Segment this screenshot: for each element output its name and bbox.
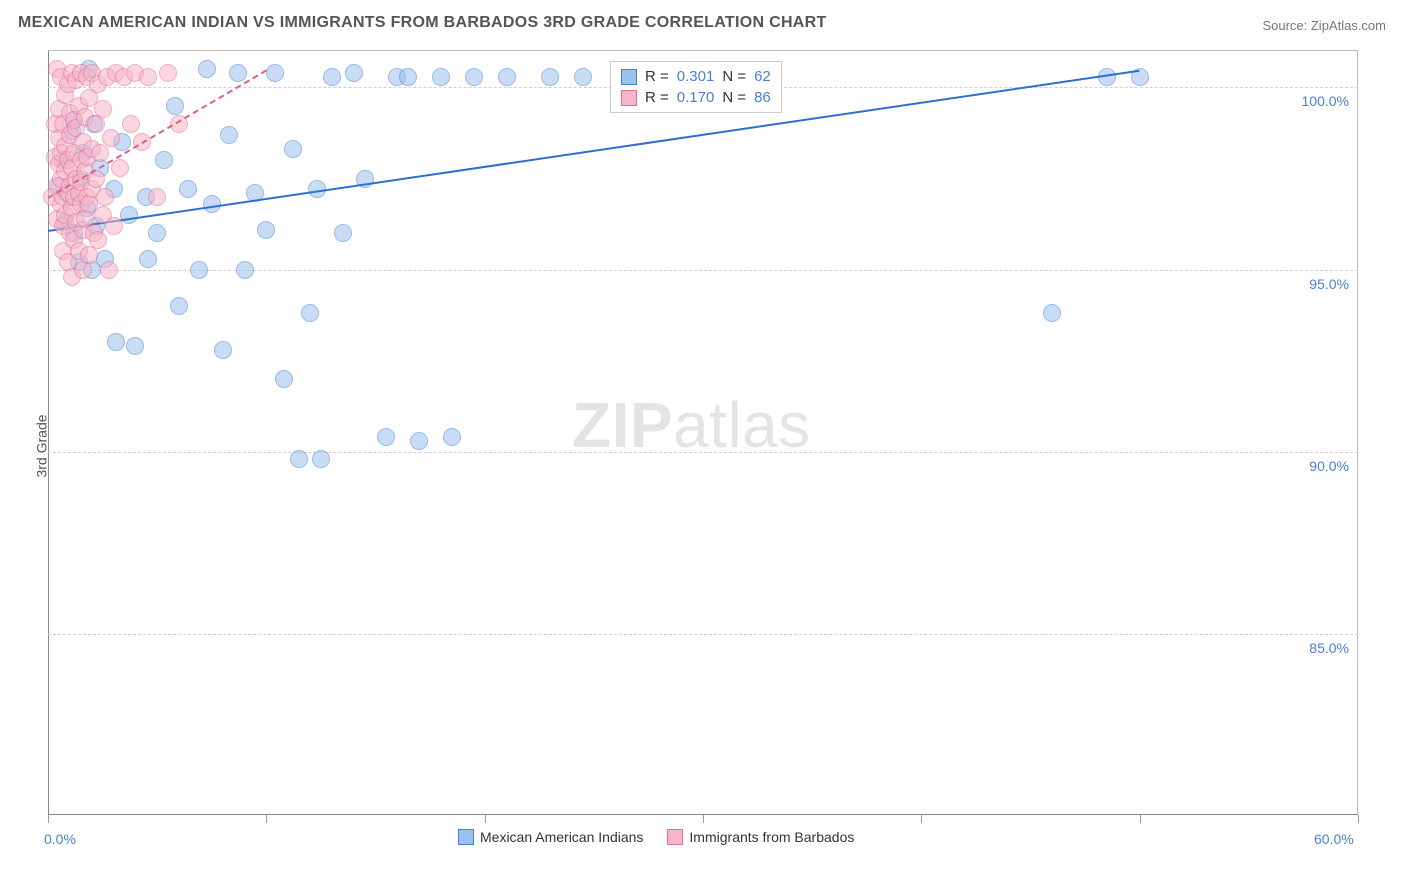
data-point [148,188,166,206]
data-point [179,180,197,198]
data-point [377,428,395,446]
data-point [465,68,483,86]
data-point [345,64,363,82]
series-swatch [621,69,637,85]
data-point [229,64,247,82]
x-tick [48,815,49,823]
data-point [290,450,308,468]
stats-row: R = 0.301 N = 62 [621,66,771,87]
stats-value: 62 [754,68,771,85]
watermark-bold: ZIP [572,389,673,461]
data-point [107,333,125,351]
series-swatch [621,90,637,106]
stats-label: N = [722,89,746,106]
data-point [170,297,188,315]
source-prefix: Source: [1262,18,1310,33]
data-point [236,261,254,279]
data-point [166,97,184,115]
data-point [443,428,461,446]
stats-label: N = [722,68,746,85]
data-point [498,68,516,86]
series-swatch [458,829,474,845]
legend-item: Immigrants from Barbados [667,829,854,845]
y-axis-line [48,51,49,816]
data-point [323,68,341,86]
x-tick [1140,815,1141,823]
source-attribution: Source: ZipAtlas.com [1262,18,1386,33]
data-point [214,341,232,359]
x-tick [266,815,267,823]
data-point [120,206,138,224]
data-point [257,221,275,239]
x-tick [921,815,922,823]
data-point [410,432,428,450]
scatter-plot: ZIPatlas 100.0% 95.0% 90.0% 85.0% R = 0.301 N … [48,50,1358,815]
stats-value: 86 [754,89,771,106]
y-tick-label: 100.0% [1302,93,1349,109]
trend-line [48,69,1140,231]
y-tick-label: 95.0% [1309,276,1349,292]
stats-legend: R = 0.301 N = 62 R = 0.170 N = 86 [610,61,782,113]
legend-item: Mexican American Indians [458,829,643,845]
data-point [266,64,284,82]
data-point [148,224,166,242]
stats-row: R = 0.170 N = 86 [621,87,771,108]
data-point [96,188,114,206]
data-point [139,68,157,86]
x-tick [1358,815,1359,823]
stats-value: 0.301 [677,68,715,85]
data-point [91,144,109,162]
data-point [94,100,112,118]
stats-label: R = [645,89,669,106]
source-link[interactable]: ZipAtlas.com [1311,18,1386,33]
x-max-label: 60.0% [1314,831,1354,847]
series-legend: Mexican American Indians Immigrants from … [458,829,854,845]
data-point [100,261,118,279]
data-point [122,115,140,133]
chart-title: MEXICAN AMERICAN INDIAN VS IMMIGRANTS FR… [18,14,827,32]
stats-value: 0.170 [677,89,715,106]
gridline [48,634,1358,635]
data-point [541,68,559,86]
data-point [111,159,129,177]
data-point [190,261,208,279]
stats-label: R = [645,68,669,85]
watermark-rest: atlas [673,389,811,461]
data-point [139,250,157,268]
data-point [1043,304,1061,322]
data-point [105,217,123,235]
gridline [48,452,1358,453]
y-tick-label: 85.0% [1309,640,1349,656]
data-point [334,224,352,242]
data-point [399,68,417,86]
x-tick [703,815,704,823]
data-point [432,68,450,86]
data-point [220,126,238,144]
data-point [574,68,592,86]
data-point [89,231,107,249]
data-point [312,450,330,468]
data-point [155,151,173,169]
data-point [102,129,120,147]
data-point [159,64,177,82]
data-point [284,140,302,158]
data-point [126,337,144,355]
data-point [301,304,319,322]
x-tick [485,815,486,823]
data-point [275,370,293,388]
legend-label: Mexican American Indians [480,829,643,845]
x-min-label: 0.0% [44,831,76,847]
legend-label: Immigrants from Barbados [689,829,854,845]
series-swatch [667,829,683,845]
y-tick-label: 90.0% [1309,458,1349,474]
data-point [198,60,216,78]
watermark: ZIPatlas [572,388,811,462]
